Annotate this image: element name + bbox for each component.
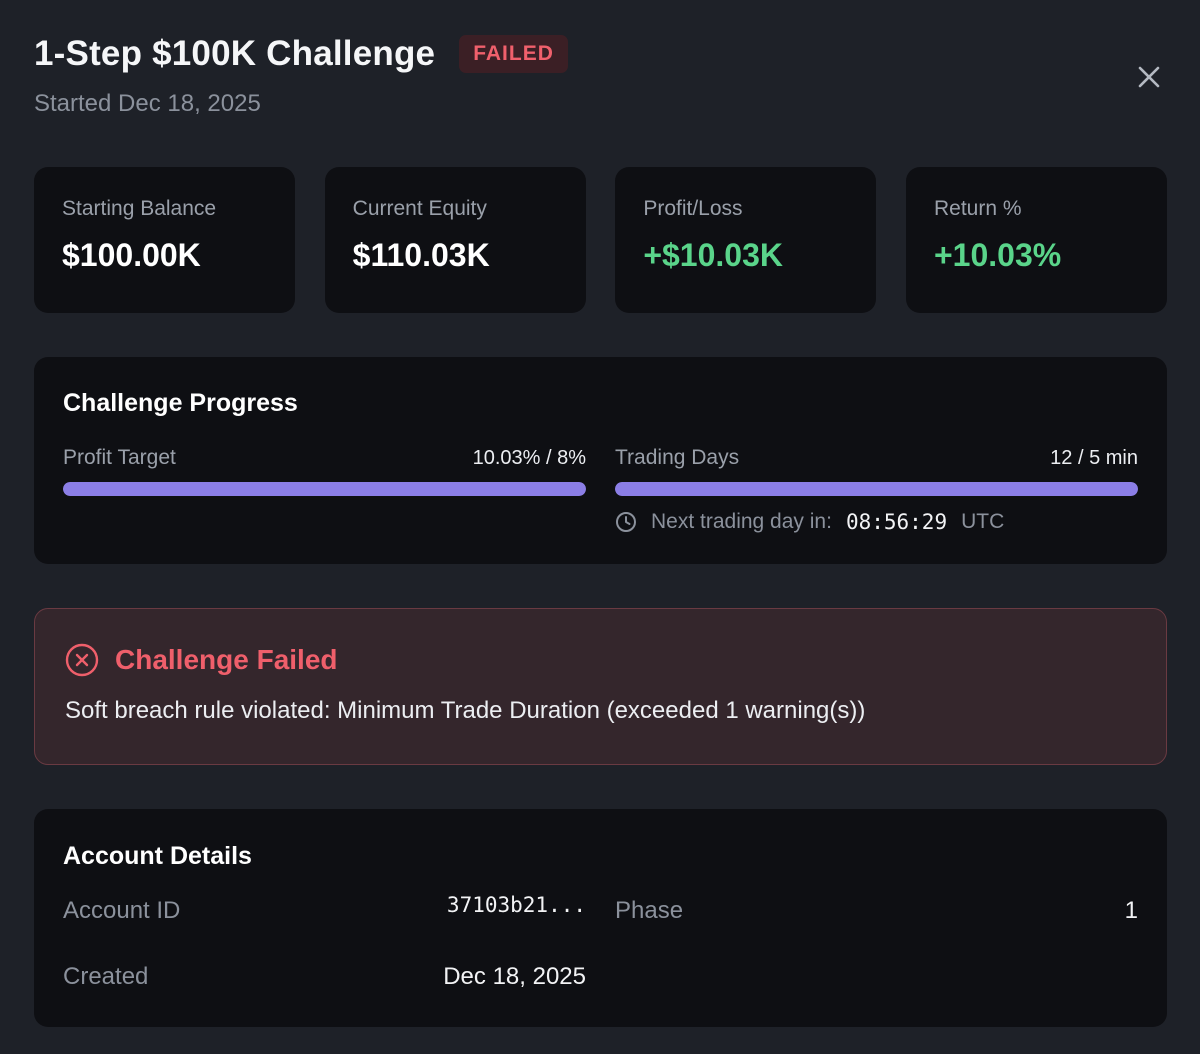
progress-bar [615, 482, 1138, 496]
detail-account-id: Account ID 37103b21... [63, 893, 586, 963]
close-button[interactable] [1132, 60, 1166, 94]
progress-label: Profit Target [63, 446, 176, 469]
detail-created: Created Dec 18, 2025 [63, 963, 586, 1029]
alert-header: Challenge Failed [65, 643, 1136, 677]
stat-value: +$10.03K [643, 237, 783, 273]
trading-days-progress: Trading Days 12 / 5 min Next trading day… [615, 446, 1138, 534]
stat-card-return-percent: Return % +10.03% [905, 167, 1167, 313]
detail-label: Phase [615, 897, 684, 924]
stat-card-current-equity: Current Equity $110.03K [324, 167, 586, 313]
details-grid: Account ID 37103b21... Phase 1 Created D… [63, 893, 1138, 1029]
alert-title: Challenge Failed [115, 644, 338, 675]
challenge-progress-card: Challenge Progress Profit Target 10.03% … [34, 357, 1167, 564]
x-circle-icon [65, 643, 99, 677]
status-badge: FAILED [459, 35, 568, 73]
challenge-failed-alert: Challenge Failed Soft breach rule violat… [34, 608, 1167, 765]
title-row: 1-Step $100K Challenge FAILED [34, 32, 1166, 76]
progress-value: 10.03% / 8% [472, 447, 586, 469]
start-date: Started Dec 18, 2025 [34, 90, 261, 117]
created-value: Dec 18, 2025 [443, 963, 586, 990]
countdown-timer: 08:56:29 [845, 510, 948, 534]
account-details-card: Account Details Account ID 37103b21... P… [34, 809, 1167, 1027]
stat-value: $110.03K [352, 237, 490, 273]
alert-message: Soft breach rule violated: Minimum Trade… [65, 697, 866, 724]
progress-bar-fill [63, 482, 586, 496]
stat-label: Starting Balance [62, 197, 217, 220]
stat-label: Return % [933, 197, 1022, 220]
progress-label: Trading Days [615, 446, 740, 469]
stat-card-profit-loss: Profit/Loss +$10.03K [615, 167, 877, 313]
detail-label: Created [63, 963, 149, 990]
progress-header: Trading Days 12 / 5 min [615, 446, 1138, 470]
stat-card-starting-balance: Starting Balance $100.00K [34, 167, 295, 313]
progress-bar [63, 482, 586, 496]
stat-label: Profit/Loss [643, 197, 743, 220]
next-trading-day: Next trading day in: 08:56:29 UTC [615, 510, 1138, 534]
next-trading-day-label: Next trading day in: [651, 510, 832, 533]
details-row: Created Dec 18, 2025 [63, 963, 1138, 1029]
progress-value: 12 / 5 min [1050, 447, 1138, 469]
page-title: 1-Step $100K Challenge [34, 34, 436, 73]
detail-phase: Phase 1 [615, 897, 1138, 963]
profit-target-progress: Profit Target 10.03% / 8% [63, 446, 586, 534]
section-title: Challenge Progress [63, 389, 298, 417]
stat-value: +10.03% [933, 237, 1062, 273]
stat-label: Current Equity [352, 197, 487, 220]
stat-value: $100.00K [62, 237, 201, 273]
close-icon [1138, 66, 1160, 88]
progress-header: Profit Target 10.03% / 8% [63, 446, 586, 470]
details-row: Account ID 37103b21... Phase 1 [63, 893, 1138, 963]
progress-bar-fill [615, 482, 1138, 496]
progress-row: Profit Target 10.03% / 8% Trading Days 1… [63, 446, 1138, 534]
stats-row: Starting Balance $100.00K Current Equity… [34, 167, 1167, 313]
challenge-header: 1-Step $100K Challenge FAILED Started De… [34, 32, 1166, 132]
timezone-label: UTC [961, 510, 1005, 533]
clock-icon [616, 512, 636, 532]
account-id-value[interactable]: 37103b21... [446, 893, 586, 917]
detail-label: Account ID [63, 897, 181, 924]
phase-value: 1 [1124, 897, 1138, 924]
section-title: Account Details [63, 842, 252, 870]
